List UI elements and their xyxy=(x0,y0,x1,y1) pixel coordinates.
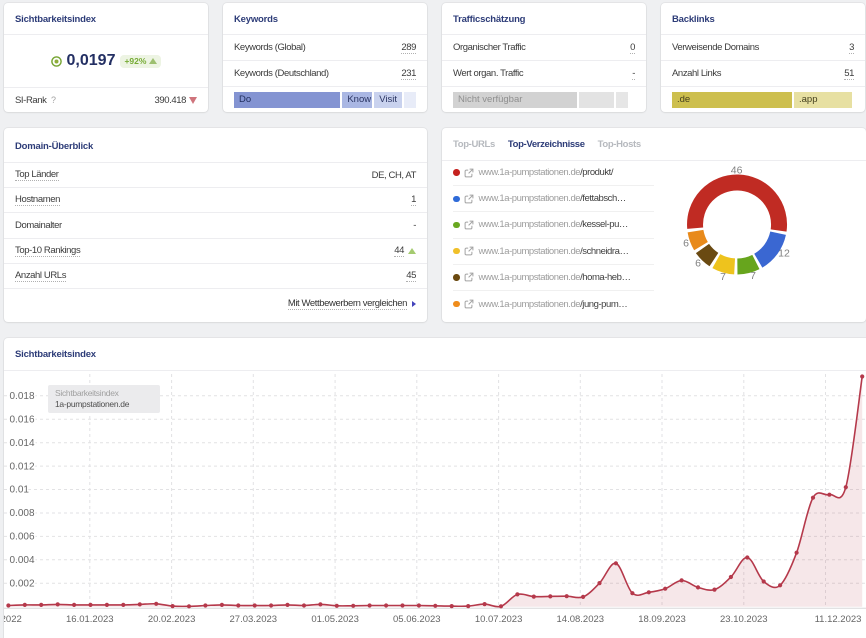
svg-text:46: 46 xyxy=(731,165,743,177)
svg-text:01.05.2023: 01.05.2023 xyxy=(311,614,359,625)
svg-text:0.018: 0.018 xyxy=(10,391,35,402)
svg-text:6: 6 xyxy=(695,258,701,270)
svg-text:0.01: 0.01 xyxy=(10,485,30,496)
svg-text:26.12.2022: 26.12.2022 xyxy=(4,614,22,625)
svg-text:0.016: 0.016 xyxy=(10,415,35,426)
svg-text:27.03.2023: 27.03.2023 xyxy=(230,614,278,625)
svg-text:11.12.2023: 11.12.2023 xyxy=(815,614,862,625)
svg-text:0.012: 0.012 xyxy=(10,461,35,472)
svg-text:20.02.2023: 20.02.2023 xyxy=(148,614,196,625)
svg-text:16.01.2023: 16.01.2023 xyxy=(66,614,114,625)
svg-text:10.07.2023: 10.07.2023 xyxy=(475,614,523,625)
svg-text:6: 6 xyxy=(683,238,689,250)
svg-text:0.004: 0.004 xyxy=(10,555,35,566)
svg-text:18.09.2023: 18.09.2023 xyxy=(638,614,686,625)
svg-text:05.06.2023: 05.06.2023 xyxy=(393,614,441,625)
svg-text:0.006: 0.006 xyxy=(10,532,35,543)
svg-text:14.08.2023: 14.08.2023 xyxy=(557,614,605,625)
svg-text:23.10.2023: 23.10.2023 xyxy=(720,614,768,625)
svg-text:0.008: 0.008 xyxy=(10,508,35,519)
svg-text:0.014: 0.014 xyxy=(10,438,35,449)
svg-text:0.002: 0.002 xyxy=(10,579,35,590)
svg-text:12: 12 xyxy=(778,248,790,260)
svg-text:7: 7 xyxy=(720,271,726,283)
svg-text:7: 7 xyxy=(750,270,756,282)
